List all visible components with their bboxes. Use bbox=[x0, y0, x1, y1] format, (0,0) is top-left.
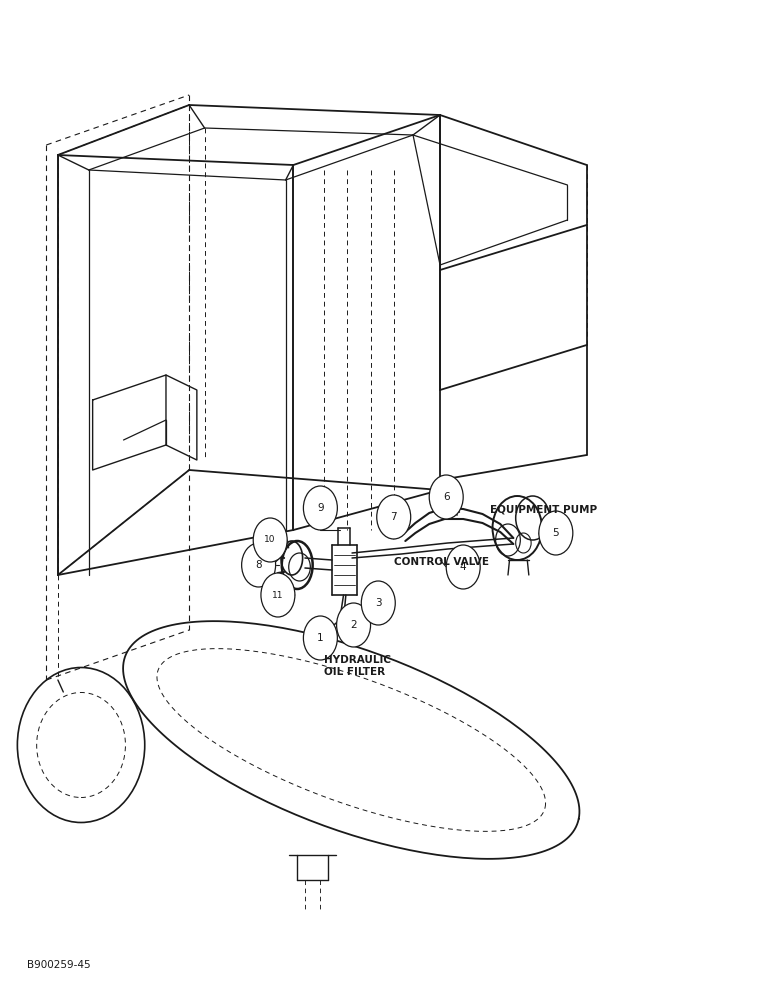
Text: 5: 5 bbox=[553, 528, 559, 538]
Text: 10: 10 bbox=[265, 536, 276, 544]
Circle shape bbox=[361, 581, 395, 625]
Circle shape bbox=[253, 518, 287, 562]
Circle shape bbox=[429, 475, 463, 519]
Circle shape bbox=[539, 511, 573, 555]
Text: CONTROL VALVE: CONTROL VALVE bbox=[394, 557, 489, 567]
Text: 2: 2 bbox=[350, 620, 357, 630]
Text: EQUIPMENT PUMP: EQUIPMENT PUMP bbox=[490, 505, 598, 515]
Text: 1: 1 bbox=[317, 633, 323, 643]
Circle shape bbox=[337, 603, 371, 647]
Circle shape bbox=[446, 545, 480, 589]
Bar bbox=[273, 591, 282, 600]
Text: 8: 8 bbox=[256, 560, 262, 570]
Text: HYDRAULIC
OIL FILTER: HYDRAULIC OIL FILTER bbox=[324, 655, 391, 677]
Text: 6: 6 bbox=[443, 492, 449, 502]
Text: B900259-45: B900259-45 bbox=[27, 960, 90, 970]
Text: 4: 4 bbox=[460, 562, 466, 572]
Bar bbox=[375, 598, 386, 608]
Text: 9: 9 bbox=[317, 503, 323, 513]
Circle shape bbox=[377, 495, 411, 539]
Text: 3: 3 bbox=[375, 598, 381, 608]
Circle shape bbox=[261, 573, 295, 617]
Circle shape bbox=[242, 543, 276, 587]
Text: 11: 11 bbox=[273, 590, 283, 599]
Text: 7: 7 bbox=[391, 512, 397, 522]
Circle shape bbox=[303, 616, 337, 660]
Circle shape bbox=[303, 486, 337, 530]
